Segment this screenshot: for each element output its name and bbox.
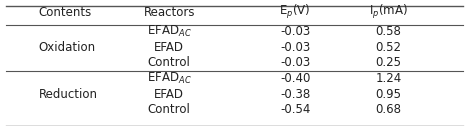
Text: EFAD$_{AC}$: EFAD$_{AC}$: [147, 71, 192, 86]
Text: 0.25: 0.25: [375, 56, 401, 69]
Text: 0.68: 0.68: [375, 103, 401, 116]
Text: Contents: Contents: [38, 6, 92, 19]
Text: -0.03: -0.03: [280, 41, 310, 54]
Text: 0.58: 0.58: [375, 25, 401, 38]
Text: EFAD: EFAD: [154, 88, 184, 101]
Text: Reduction: Reduction: [38, 88, 98, 101]
Text: Control: Control: [148, 56, 191, 69]
Text: -0.03: -0.03: [280, 56, 310, 69]
Text: I$_p$(mA): I$_p$(mA): [369, 4, 408, 21]
Text: -0.40: -0.40: [280, 72, 310, 85]
Text: 1.24: 1.24: [375, 72, 401, 85]
Text: -0.03: -0.03: [280, 25, 310, 38]
Text: -0.54: -0.54: [280, 103, 310, 116]
Text: Reactors: Reactors: [144, 6, 195, 19]
Text: Oxidation: Oxidation: [38, 41, 96, 54]
Text: E$_p$(V): E$_p$(V): [280, 4, 311, 21]
Text: EFAD$_{AC}$: EFAD$_{AC}$: [147, 24, 192, 39]
Text: 0.52: 0.52: [375, 41, 401, 54]
Text: EFAD: EFAD: [154, 41, 184, 54]
Text: -0.38: -0.38: [280, 88, 310, 101]
Text: 0.95: 0.95: [375, 88, 401, 101]
Text: Control: Control: [148, 103, 191, 116]
